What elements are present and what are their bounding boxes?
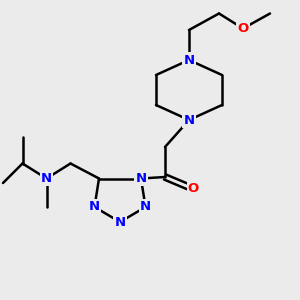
Text: O: O xyxy=(188,182,199,196)
Text: N: N xyxy=(135,172,147,185)
Text: O: O xyxy=(237,22,249,35)
Text: N: N xyxy=(183,53,195,67)
Text: N: N xyxy=(140,200,151,214)
Text: N: N xyxy=(41,172,52,185)
Text: N: N xyxy=(114,215,126,229)
Text: N: N xyxy=(183,113,195,127)
Text: N: N xyxy=(89,200,100,214)
